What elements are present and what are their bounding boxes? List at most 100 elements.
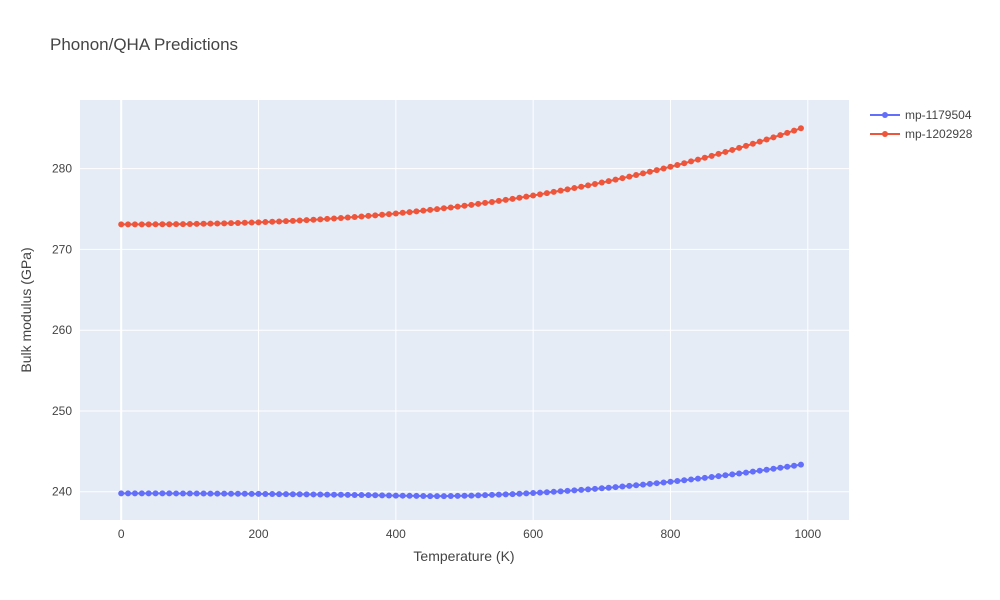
- data-point: [317, 491, 324, 498]
- data-point: [248, 490, 255, 497]
- data-point: [791, 462, 798, 469]
- data-point: [571, 185, 578, 192]
- data-point: [406, 492, 413, 499]
- data-point: [633, 482, 640, 489]
- data-point: [173, 221, 180, 228]
- data-point: [166, 490, 173, 497]
- legend-item[interactable]: mp-1179504: [870, 108, 972, 122]
- data-point: [640, 481, 647, 488]
- data-point: [756, 138, 763, 145]
- data-point: [585, 486, 592, 493]
- data-point: [701, 474, 708, 481]
- data-point: [392, 210, 399, 217]
- data-point: [413, 492, 420, 499]
- data-point: [358, 213, 365, 220]
- data-point: [626, 482, 633, 489]
- data-point: [241, 490, 248, 497]
- data-point: [619, 175, 626, 182]
- legend-item[interactable]: mp-1202928: [870, 127, 973, 141]
- data-point: [420, 207, 427, 214]
- data-point: [138, 490, 145, 497]
- x-tick-label: 200: [249, 527, 269, 541]
- data-point: [688, 158, 695, 165]
- data-point: [736, 470, 743, 477]
- data-point: [200, 220, 207, 227]
- data-point: [351, 491, 358, 498]
- x-tick-label: 600: [523, 527, 543, 541]
- data-point: [653, 480, 660, 487]
- data-point: [385, 492, 392, 499]
- data-point: [118, 490, 125, 497]
- data-point: [674, 162, 681, 169]
- data-point: [516, 490, 523, 497]
- data-point: [331, 491, 338, 498]
- data-point: [282, 218, 289, 225]
- data-point: [193, 490, 200, 497]
- data-point: [660, 479, 667, 486]
- data-point: [543, 489, 550, 496]
- data-point: [530, 490, 537, 497]
- data-point: [736, 144, 743, 151]
- data-point: [626, 173, 633, 180]
- data-point: [289, 217, 296, 224]
- data-point: [475, 200, 482, 207]
- data-point: [131, 490, 138, 497]
- data-point: [667, 478, 674, 485]
- data-point: [749, 468, 756, 475]
- data-point: [262, 490, 269, 497]
- data-point: [756, 467, 763, 474]
- data-point: [777, 464, 784, 471]
- data-point: [289, 491, 296, 498]
- data-point: [434, 493, 441, 500]
- data-point: [557, 187, 564, 194]
- y-tick-label: 240: [52, 485, 72, 499]
- data-point: [550, 188, 557, 195]
- data-point: [612, 484, 619, 491]
- legend-marker: [882, 131, 888, 137]
- data-point: [591, 180, 598, 187]
- data-point: [234, 490, 241, 497]
- data-point: [708, 152, 715, 159]
- data-point: [317, 216, 324, 223]
- data-point: [729, 146, 736, 153]
- data-point: [523, 490, 530, 497]
- data-point: [454, 492, 461, 499]
- data-point: [660, 165, 667, 172]
- y-axis-ticks: 240 250 260 270 280: [52, 162, 72, 499]
- x-tick-label: 0: [118, 527, 125, 541]
- data-point: [262, 219, 269, 226]
- data-point: [633, 172, 640, 179]
- data-point: [475, 492, 482, 499]
- data-point: [152, 490, 159, 497]
- data-point: [571, 487, 578, 494]
- data-point: [550, 488, 557, 495]
- data-point: [516, 194, 523, 201]
- data-point: [193, 220, 200, 227]
- series-line: [121, 463, 802, 498]
- data-point: [276, 218, 283, 225]
- data-point: [413, 208, 420, 215]
- data-point: [585, 182, 592, 189]
- data-point: [488, 491, 495, 498]
- data-point: [694, 156, 701, 163]
- data-point: [482, 199, 489, 206]
- data-point: [303, 491, 310, 498]
- data-point: [640, 170, 647, 177]
- data-point: [145, 490, 152, 497]
- data-point: [797, 461, 804, 468]
- data-point: [365, 212, 372, 219]
- data-point: [770, 465, 777, 472]
- data-point: [447, 493, 454, 499]
- data-point: [159, 490, 166, 497]
- data-point: [351, 213, 358, 220]
- data-point: [530, 192, 537, 199]
- data-point: [221, 220, 228, 227]
- y-tick-label: 260: [52, 323, 72, 337]
- data-point: [434, 206, 441, 213]
- data-point: [537, 489, 544, 496]
- y-axis-title: Bulk modulus (GPa): [18, 247, 34, 372]
- data-point: [605, 484, 612, 491]
- legend: mp-1179504 mp-1202928: [870, 108, 973, 141]
- y-tick-label: 250: [52, 404, 72, 418]
- data-point: [365, 492, 372, 499]
